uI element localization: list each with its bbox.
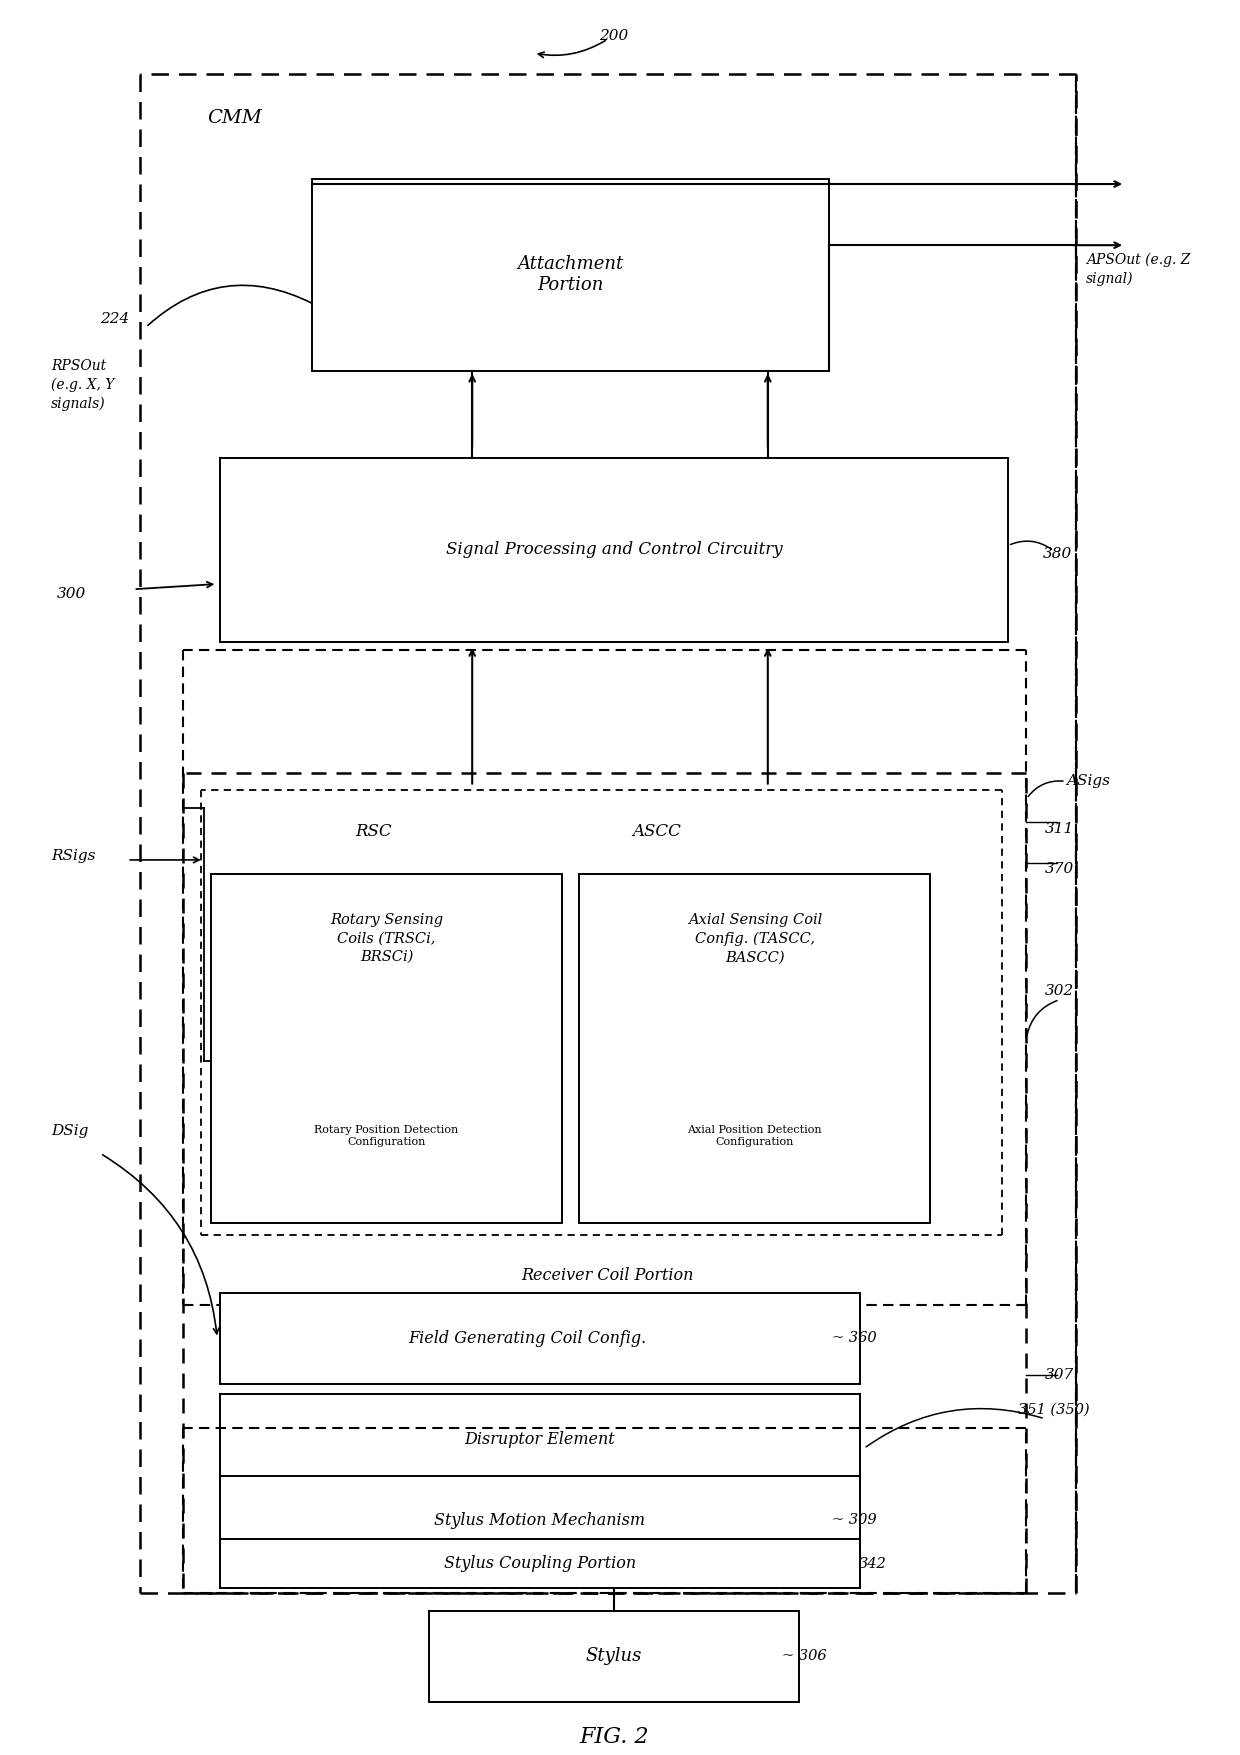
Text: 302: 302 xyxy=(1045,985,1074,999)
Text: RPSOut
(e.g. X, Y
signals): RPSOut (e.g. X, Y signals) xyxy=(51,360,114,411)
Text: 370: 370 xyxy=(1045,862,1074,876)
Text: 342: 342 xyxy=(858,1557,887,1571)
Text: 307: 307 xyxy=(1045,1369,1074,1383)
Text: 200: 200 xyxy=(599,28,629,42)
Text: 311: 311 xyxy=(1045,821,1074,835)
Bar xyxy=(219,458,1008,642)
Text: Field Generating Coil Config.: Field Generating Coil Config. xyxy=(408,1330,647,1348)
Text: 224: 224 xyxy=(100,312,130,325)
Text: APSOut (e.g. Z
signal): APSOut (e.g. Z signal) xyxy=(1085,253,1190,286)
Bar xyxy=(219,1539,861,1588)
Text: RSigs: RSigs xyxy=(51,849,95,863)
Text: ~ 360: ~ 360 xyxy=(832,1332,877,1346)
Bar xyxy=(429,1611,799,1702)
Text: Axial Sensing Coil
Config. (TASCC,
BASCC): Axial Sensing Coil Config. (TASCC, BASCC… xyxy=(688,913,822,963)
Text: DSig: DSig xyxy=(51,1123,88,1137)
Text: FIG. 2: FIG. 2 xyxy=(579,1725,649,1748)
Bar xyxy=(219,1476,861,1564)
Text: Rotary Sensing
Coils (TRSCi,
BRSCi): Rotary Sensing Coils (TRSCi, BRSCi) xyxy=(330,913,443,963)
Text: Signal Processing and Control Circuitry: Signal Processing and Control Circuitry xyxy=(445,542,782,558)
Text: Stylus Motion Mechanism: Stylus Motion Mechanism xyxy=(434,1511,646,1529)
Text: ASCC: ASCC xyxy=(632,823,682,841)
Bar xyxy=(211,874,562,1223)
Text: CMM: CMM xyxy=(207,109,263,126)
Bar xyxy=(219,1395,861,1485)
Text: Attachment
Portion: Attachment Portion xyxy=(517,256,624,295)
Text: Stylus Coupling Portion: Stylus Coupling Portion xyxy=(444,1555,636,1572)
Text: 380: 380 xyxy=(1043,548,1071,562)
Text: 351 (350): 351 (350) xyxy=(1018,1402,1090,1416)
Text: ~ 309: ~ 309 xyxy=(832,1513,877,1527)
Bar xyxy=(312,179,830,370)
Text: Axial Position Detection
Configuration: Axial Position Detection Configuration xyxy=(687,1125,822,1148)
Text: RSC: RSC xyxy=(356,823,392,841)
Text: Stylus: Stylus xyxy=(585,1648,642,1665)
Text: Receiver Coil Portion: Receiver Coil Portion xyxy=(522,1267,694,1285)
Text: ~ 306: ~ 306 xyxy=(782,1650,827,1664)
Text: Disruptor Element: Disruptor Element xyxy=(465,1432,615,1448)
Text: Rotary Position Detection
Configuration: Rotary Position Detection Configuration xyxy=(315,1125,459,1148)
Text: ASigs: ASigs xyxy=(1066,774,1110,788)
Text: 300: 300 xyxy=(57,588,87,602)
Bar xyxy=(579,874,930,1223)
Bar xyxy=(219,1293,861,1385)
